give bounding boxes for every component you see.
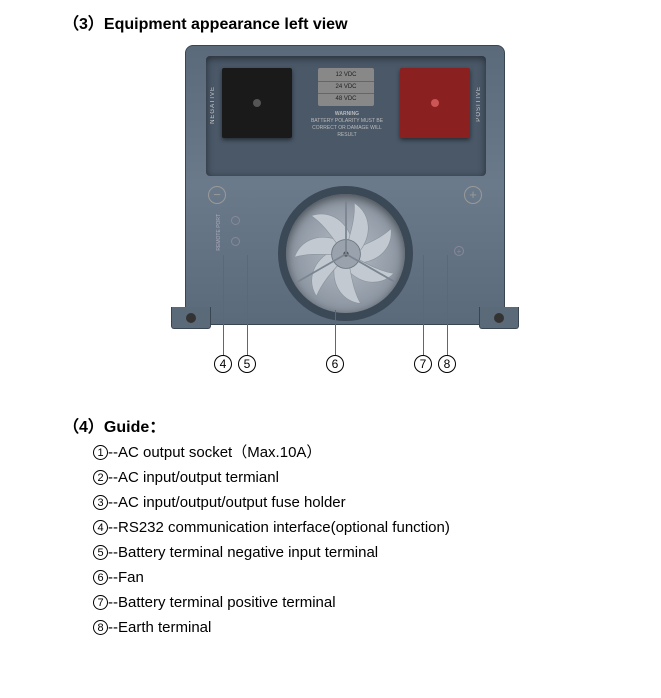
guide-item-number: 5 [93, 545, 108, 560]
equipment-left-view: 12 VDC 24 VDC 48 VDC WARNING BATTERY POL… [175, 40, 515, 330]
guide-item: 5--Battery terminal negative input termi… [93, 540, 450, 565]
guide-item-text: --Fan [108, 569, 144, 586]
callout-line-6 [335, 310, 336, 355]
guide-item-number: 3 [93, 495, 108, 510]
guide-item-text: --Battery terminal negative input termin… [108, 544, 378, 561]
mounting-foot-right [479, 307, 519, 329]
guide-item-number: 1 [93, 445, 108, 460]
guide-item-number: 6 [93, 570, 108, 585]
negative-label: NEGATIVE [210, 86, 216, 124]
negative-terminal-block [222, 68, 292, 138]
guide-item: 3--AC input/output/output fuse holder [93, 490, 450, 515]
guide-item-text: --AC input/output/output fuse holder [108, 494, 346, 511]
callout-line-5 [247, 255, 248, 355]
guide-item-text: --RS232 communication interface(optional… [108, 519, 450, 536]
callout-number-8: 8 [438, 355, 456, 373]
guide-item: 7--Battery terminal positive terminal [93, 590, 450, 615]
positive-label: POSITIVE [476, 86, 482, 122]
guide-item-text: --Battery terminal positive terminal [108, 594, 336, 611]
voltage-line-3: 48 VDC [318, 94, 374, 105]
guide-item-text: --AC output socket（Max.10A） [108, 444, 321, 461]
callout-number-4: 4 [214, 355, 232, 373]
callout-line-8 [447, 255, 448, 355]
callout-number-7: 7 [414, 355, 432, 373]
guide-item-number: 4 [93, 520, 108, 535]
plus-icon: + [464, 186, 482, 204]
guide-item: 2--AC input/output termianl [93, 465, 450, 490]
fan-assembly [278, 186, 413, 321]
callout-number-6: 6 [326, 355, 344, 373]
voltage-selector-plate: 12 VDC 24 VDC 48 VDC [318, 68, 374, 106]
guide-item-number: 2 [93, 470, 108, 485]
guide-item: 4--RS232 communication interface(optiona… [93, 515, 450, 540]
voltage-line-2: 24 VDC [318, 82, 374, 94]
warning-label: WARNING BATTERY POLARITY MUST BE CORRECT… [302, 111, 392, 139]
guide-item: 1--AC output socket（Max.10A） [93, 440, 450, 465]
section3-heading: （3）Equipment appearance left view [63, 10, 348, 34]
guide-item-number: 8 [93, 620, 108, 635]
callout-line-4 [223, 255, 224, 355]
equipment-body: 12 VDC 24 VDC 48 VDC WARNING BATTERY POL… [185, 45, 505, 325]
callout-line-7 [423, 255, 424, 355]
guide-item-text: --Earth terminal [108, 619, 211, 636]
guide-item: 8--Earth terminal [93, 615, 450, 640]
guide-item: 6--Fan [93, 565, 450, 590]
guide-list: 1--AC output socket（Max.10A）2--AC input/… [93, 440, 450, 640]
rs232-label: REMOTE PORT [216, 214, 222, 251]
top-recess: 12 VDC 24 VDC 48 VDC WARNING BATTERY POL… [206, 56, 486, 176]
warning-body: BATTERY POLARITY MUST BE CORRECT OR DAMA… [311, 118, 383, 138]
section4-heading: （4）Guide： [63, 413, 165, 437]
warning-title: WARNING [335, 111, 359, 117]
positive-terminal-block [400, 68, 470, 138]
voltage-line-1: 12 VDC [318, 70, 374, 82]
minus-icon: − [208, 186, 226, 204]
guide-item-text: --AC input/output termianl [108, 469, 279, 486]
mounting-foot-left [171, 307, 211, 329]
fan-icon [292, 200, 400, 308]
small-plus-icon: + [454, 246, 464, 256]
guide-item-number: 7 [93, 595, 108, 610]
rs232-port [231, 216, 239, 246]
callout-number-5: 5 [238, 355, 256, 373]
